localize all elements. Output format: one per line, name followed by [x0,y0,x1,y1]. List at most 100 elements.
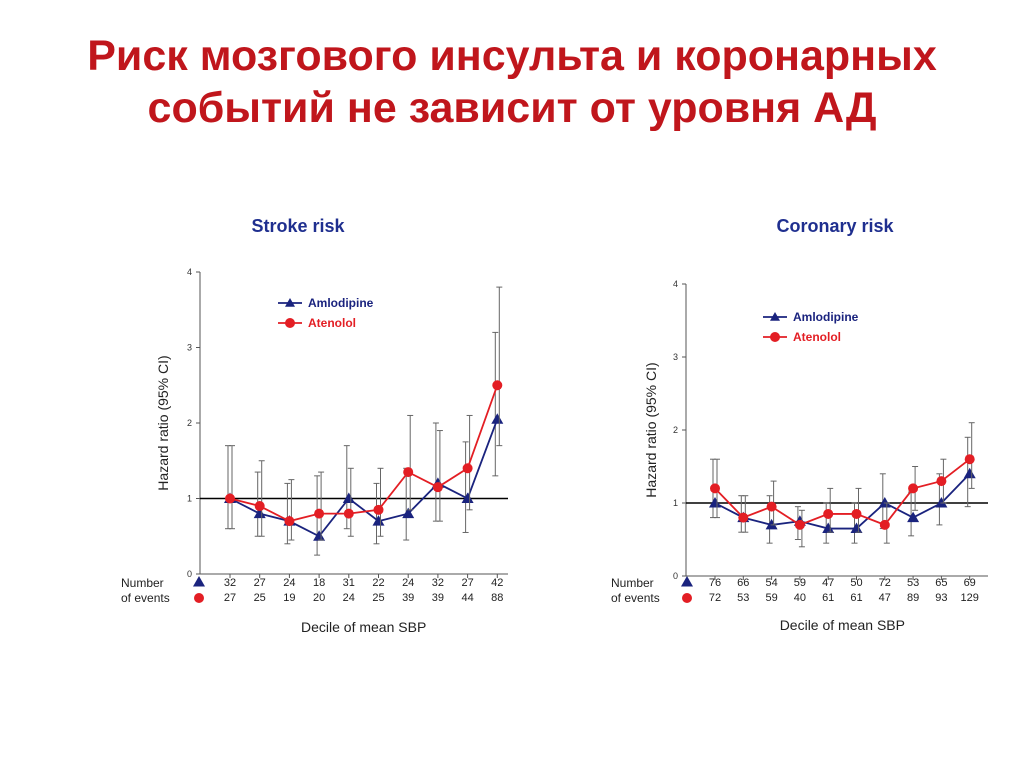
coronary-y-tick-label: 3 [673,352,678,362]
coronary-events-icon-amlodipine [681,576,693,587]
coronary-events-label-line1: Number [611,576,654,590]
slide-title: Риск мозгового инсульта и коронарных соб… [0,30,1024,134]
stroke-point-amlodipine [313,530,326,541]
stroke-point-atenolol [225,493,235,504]
stroke-events-count: 31 [343,577,355,589]
coronary-point-atenolol [851,508,862,519]
coronary-point-amlodipine [878,497,891,508]
stroke-legend-marker-atenolol [285,318,295,328]
coronary-series-line-amlodipine [714,473,971,530]
stroke-legend-label-atenolol: Atenolol [308,316,356,330]
stroke-events-count: 44 [461,592,473,604]
coronary-events-count: 66 [737,577,749,589]
stroke-point-amlodipine [491,413,504,424]
coronary-point-atenolol [879,519,890,530]
stroke-point-atenolol [254,501,265,512]
stroke-events-count: 25 [254,592,266,604]
stroke-y-axis-label: Hazard ratio (95% CI) [155,355,171,490]
coronary-y-tick-label: 4 [673,279,678,289]
coronary-point-atenolol [794,519,805,530]
stroke-chart-title: Stroke risk [251,216,345,236]
stroke-point-amlodipine [253,507,266,519]
stroke-events-count: 18 [313,577,325,589]
coronary-events-count: 47 [879,592,891,604]
coronary-point-amlodipine [709,497,721,508]
stroke-events-count: 27 [224,592,236,604]
stroke-events-count: 27 [461,577,473,589]
stroke-events-count: 32 [224,577,236,589]
stroke-y-tick-label: 1 [187,494,192,504]
coronary-events-count: 65 [935,577,947,589]
coronary-legend-label-atenolol: Atenolol [793,330,841,344]
stroke-events-count: 32 [432,577,444,589]
coronary-point-amlodipine [850,522,863,534]
coronary-events-count: 54 [765,577,777,589]
coronary-y-axis-label: Hazard ratio (95% CI) [643,362,659,497]
coronary-x-axis-label: Decile of mean SBP [780,617,905,633]
stroke-point-atenolol [284,516,295,527]
stroke-point-amlodipine [461,492,474,503]
coronary-events-count: 53 [737,592,749,604]
coronary-events-count: 59 [794,577,806,589]
coronary-point-atenolol [710,483,720,494]
stroke-events-count: 20 [313,592,325,604]
coronary-events-count: 50 [850,577,862,589]
coronary-events-count: 69 [964,577,976,589]
coronary-events-count: 76 [709,577,721,589]
stroke-events-icon-atenolol [194,593,204,603]
stroke-series-line-atenolol [229,384,499,523]
stroke-series-line-amlodipine [229,418,499,538]
stroke-events-count: 19 [283,592,295,604]
coronary-events-count: 61 [822,592,834,604]
stroke-point-atenolol [432,482,443,493]
coronary-series-line-atenolol [714,458,971,526]
stroke-events-count: 24 [402,577,414,589]
stroke-events-count: 24 [343,592,355,604]
coronary-point-atenolol [964,454,975,465]
coronary-point-atenolol [936,476,947,487]
coronary-chart-title: Coronary risk [776,216,894,236]
stroke-y-tick-label: 2 [187,418,192,428]
coronary-point-amlodipine [963,467,976,479]
stroke-point-atenolol [462,463,473,474]
coronary-legend-marker-amlodipine [770,312,780,321]
coronary-point-atenolol [766,501,777,512]
coronary-point-atenolol [738,512,749,523]
stroke-y-tick-label: 4 [187,267,192,277]
stroke-y-tick-label: 0 [187,569,192,579]
coronary-events-count: 47 [822,577,834,589]
stroke-y-tick-label: 3 [187,343,192,353]
coronary-y-tick-label: 0 [673,571,678,581]
coronary-events-count: 61 [850,592,862,604]
coronary-events-count: 72 [709,592,721,604]
stroke-events-label-line1: Number [121,576,164,590]
stroke-events-icon-amlodipine [193,576,205,587]
coronary-events-count: 89 [907,592,919,604]
stroke-point-amlodipine [372,515,385,526]
coronary-events-count: 53 [907,577,919,589]
coronary-point-atenolol [908,483,919,494]
stroke-point-atenolol [314,508,325,519]
stroke-legend-label-amlodipine: Amlodipine [308,296,374,310]
stroke-events-count: 22 [372,577,384,589]
slide-title-line-1: Риск мозгового инсульта и коронарных [87,32,937,80]
coronary-y-tick-label: 2 [673,425,678,435]
stroke-events-count: 39 [402,592,414,604]
coronary-events-count: 72 [879,577,891,589]
coronary-events-icon-atenolol [682,593,692,603]
coronary-point-amlodipine [765,518,778,530]
stroke-point-atenolol [343,508,354,519]
stroke-point-amlodipine [342,492,355,503]
coronary-point-amlodipine [907,511,920,523]
coronary-legend-marker-atenolol [770,332,780,342]
stroke-events-count: 27 [254,577,266,589]
coronary-events-count: 93 [935,592,947,604]
stroke-events-label-line2: of events [121,591,170,605]
slide-title-line-2: событий не зависит от уровня АД [147,84,877,132]
stroke-point-amlodipine [402,507,415,519]
coronary-events-count: 129 [961,592,979,604]
coronary-point-atenolol [823,508,834,519]
coronary-events-label-line2: of events [611,591,660,605]
coronary-events-count: 40 [794,592,806,604]
